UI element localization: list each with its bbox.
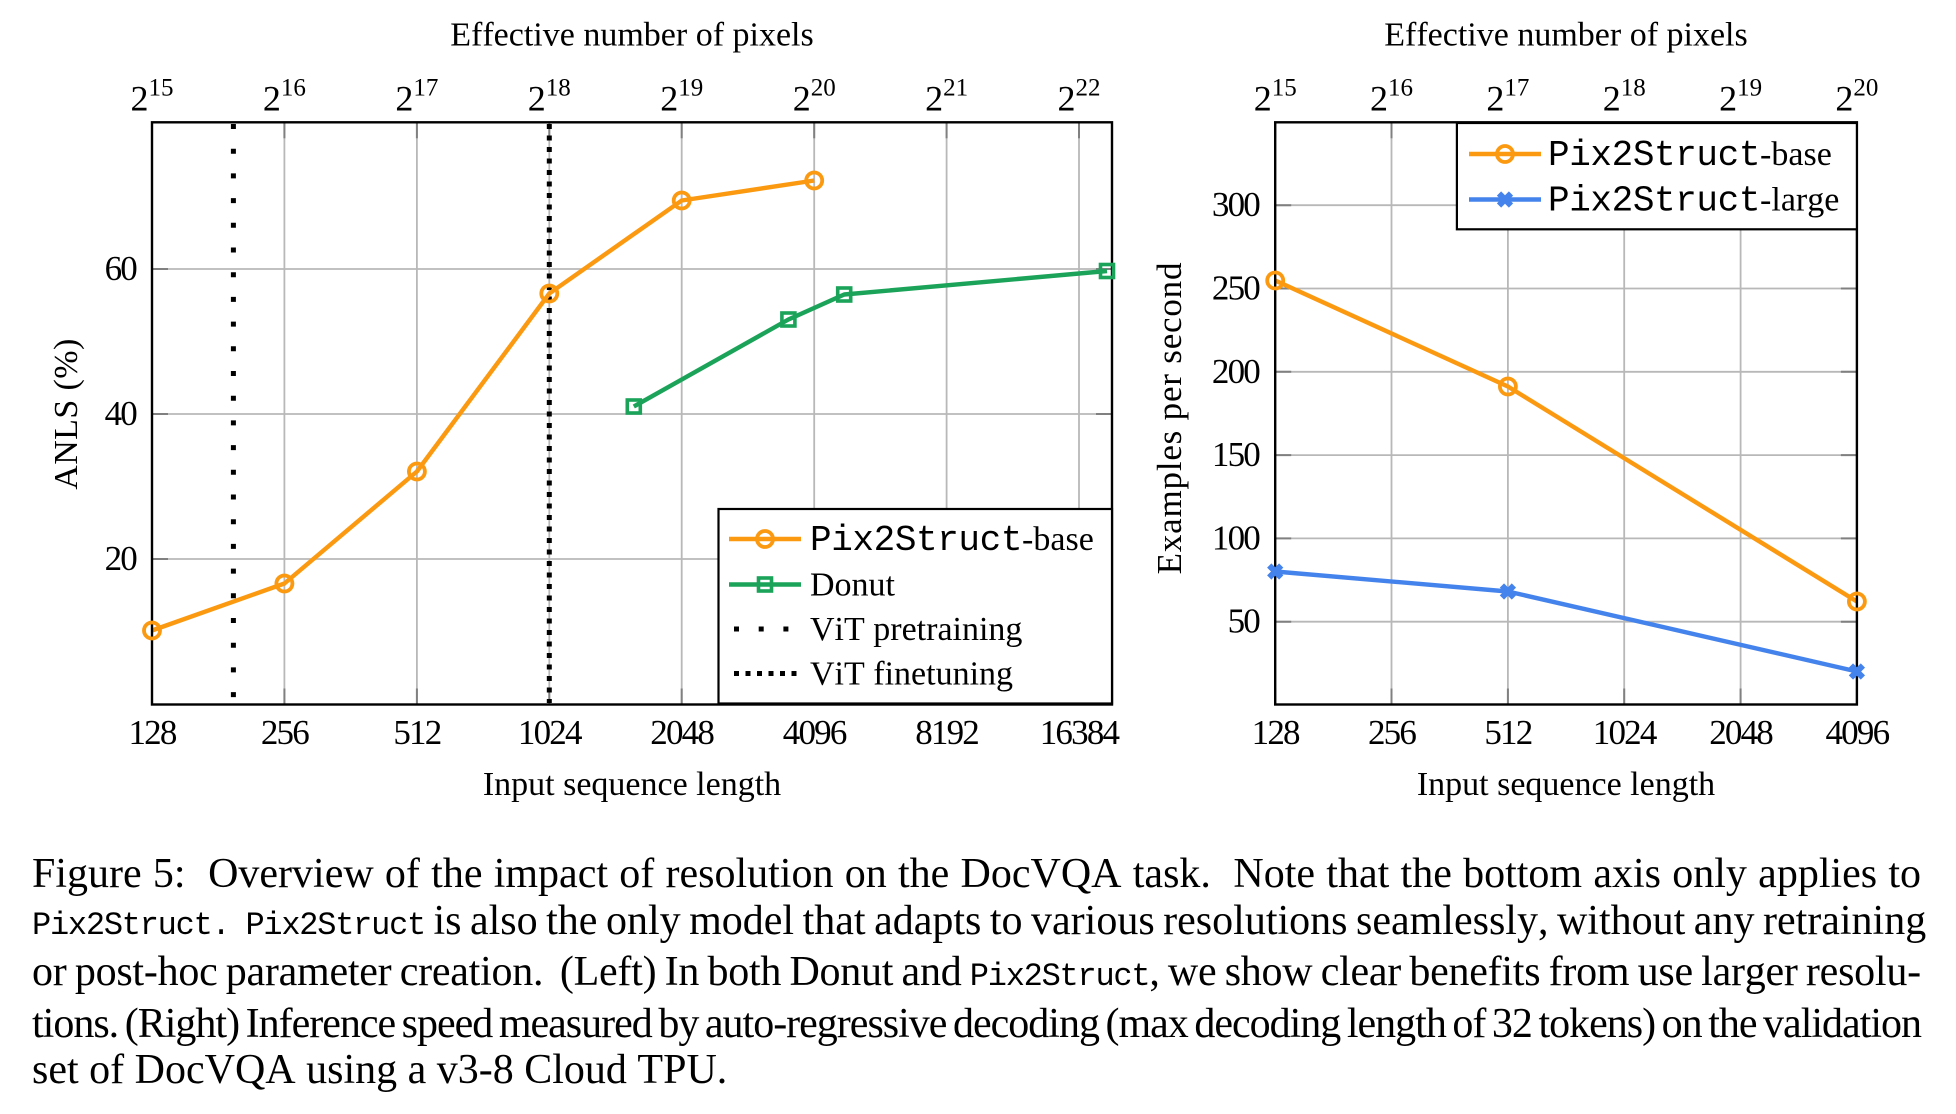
svg-text:219: 219 — [660, 75, 703, 119]
svg-text:40: 40 — [105, 394, 138, 433]
svg-text:128: 128 — [1252, 713, 1300, 752]
svg-text:Pix2Struct-base: Pix2Struct-base — [810, 520, 1094, 561]
svg-text:150: 150 — [1212, 435, 1260, 474]
svg-text:ViT pretraining: ViT pretraining — [810, 611, 1022, 648]
svg-text:Examples per second: Examples per second — [1150, 262, 1189, 575]
svg-text:Input sequence length: Input sequence length — [1417, 766, 1715, 803]
svg-text:2048: 2048 — [650, 713, 714, 752]
svg-text:216: 216 — [263, 75, 306, 119]
svg-text:Pix2Struct-base: Pix2Struct-base — [1548, 135, 1832, 176]
svg-text:ViT finetuning: ViT finetuning — [810, 656, 1013, 693]
svg-text:50: 50 — [1228, 602, 1261, 641]
svg-text:216: 216 — [1370, 75, 1413, 119]
svg-text:8192: 8192 — [915, 713, 978, 752]
svg-text:218: 218 — [1603, 75, 1646, 119]
svg-text:16384: 16384 — [1040, 713, 1120, 752]
svg-text:Donut: Donut — [810, 567, 896, 604]
svg-text:221: 221 — [925, 75, 968, 119]
svg-text:4096: 4096 — [1825, 713, 1889, 752]
svg-text:215: 215 — [1254, 75, 1297, 119]
svg-text:256: 256 — [1368, 713, 1416, 752]
svg-text:215: 215 — [131, 75, 174, 119]
svg-text:Effective number of pixels: Effective number of pixels — [1384, 17, 1747, 54]
svg-text:218: 218 — [528, 75, 571, 119]
svg-text:20: 20 — [105, 539, 138, 578]
svg-text:Input sequence length: Input sequence length — [483, 766, 781, 803]
svg-text:217: 217 — [1486, 75, 1529, 119]
svg-text:512: 512 — [1484, 713, 1531, 752]
svg-text:512: 512 — [393, 713, 440, 752]
svg-text:219: 219 — [1719, 75, 1762, 119]
svg-text:220: 220 — [1835, 75, 1878, 119]
svg-text:60: 60 — [105, 249, 138, 288]
svg-text:128: 128 — [128, 713, 176, 752]
svg-text:1024: 1024 — [1593, 713, 1657, 752]
svg-text:4096: 4096 — [783, 713, 847, 752]
svg-text:217: 217 — [395, 75, 438, 119]
svg-text:256: 256 — [261, 713, 309, 752]
svg-text:ANLS (%): ANLS (%) — [48, 338, 85, 489]
svg-text:220: 220 — [793, 75, 836, 119]
svg-text:250: 250 — [1212, 269, 1260, 308]
svg-text:100: 100 — [1212, 518, 1260, 557]
svg-text:2048: 2048 — [1709, 713, 1773, 752]
svg-text:1024: 1024 — [518, 713, 582, 752]
svg-text:Pix2Struct-large: Pix2Struct-large — [1548, 181, 1839, 222]
svg-text:222: 222 — [1058, 75, 1101, 119]
svg-text:Effective number of pixels: Effective number of pixels — [450, 17, 813, 54]
svg-text:200: 200 — [1212, 352, 1260, 391]
svg-text:300: 300 — [1212, 185, 1260, 224]
